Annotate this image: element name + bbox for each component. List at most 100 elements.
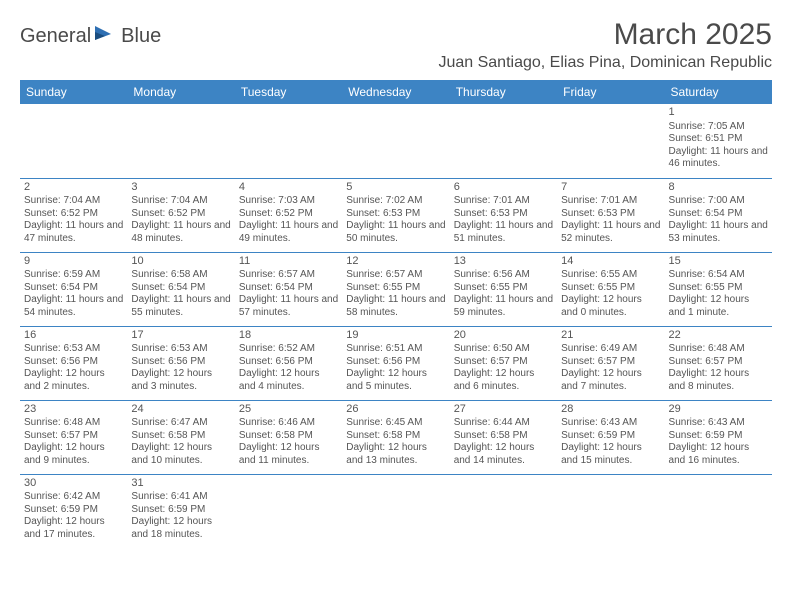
sunset-line: Sunset: 6:59 PM xyxy=(669,430,768,443)
calendar-day: 24Sunrise: 6:47 AMSunset: 6:58 PMDayligh… xyxy=(127,400,234,474)
header: General Blue March 2025 Juan Santiago, E… xyxy=(20,18,772,72)
daylight-line: Daylight: 11 hours and 50 minutes. xyxy=(346,220,445,245)
daylight-line: Daylight: 11 hours and 57 minutes. xyxy=(239,294,338,319)
sunset-line: Sunset: 6:53 PM xyxy=(346,208,445,221)
month-title: March 2025 xyxy=(438,18,772,52)
day-number: 21 xyxy=(561,329,660,343)
logo: General Blue xyxy=(20,24,161,49)
day-number: 17 xyxy=(131,329,230,343)
calendar-week: 9Sunrise: 6:59 AMSunset: 6:54 PMDaylight… xyxy=(20,252,772,326)
calendar-day: 26Sunrise: 6:45 AMSunset: 6:58 PMDayligh… xyxy=(342,400,449,474)
daylight-line: Daylight: 11 hours and 55 minutes. xyxy=(131,294,230,319)
sunset-line: Sunset: 6:53 PM xyxy=(561,208,660,221)
sunset-line: Sunset: 6:55 PM xyxy=(454,282,553,295)
calendar-day: 31Sunrise: 6:41 AMSunset: 6:59 PMDayligh… xyxy=(127,474,234,548)
day-number: 25 xyxy=(239,403,338,417)
sunset-line: Sunset: 6:59 PM xyxy=(24,504,123,517)
day-number: 2 xyxy=(24,181,123,195)
calendar-week: 16Sunrise: 6:53 AMSunset: 6:56 PMDayligh… xyxy=(20,326,772,400)
daylight-line: Daylight: 11 hours and 48 minutes. xyxy=(131,220,230,245)
sunset-line: Sunset: 6:51 PM xyxy=(669,133,768,146)
day-number: 26 xyxy=(346,403,445,417)
sunrise-line: Sunrise: 6:57 AM xyxy=(346,269,445,282)
day-number: 6 xyxy=(454,181,553,195)
dayhead-fri: Friday xyxy=(557,80,664,104)
sunset-line: Sunset: 6:52 PM xyxy=(24,208,123,221)
calendar-day: 5Sunrise: 7:02 AMSunset: 6:53 PMDaylight… xyxy=(342,178,449,252)
sunrise-line: Sunrise: 6:44 AM xyxy=(454,417,553,430)
daylight-line: Daylight: 12 hours and 4 minutes. xyxy=(239,368,338,393)
calendar-day: 22Sunrise: 6:48 AMSunset: 6:57 PMDayligh… xyxy=(665,326,772,400)
day-number: 12 xyxy=(346,255,445,269)
daylight-line: Daylight: 12 hours and 6 minutes. xyxy=(454,368,553,393)
sunrise-line: Sunrise: 6:52 AM xyxy=(239,343,338,356)
day-number: 5 xyxy=(346,181,445,195)
daylight-line: Daylight: 11 hours and 51 minutes. xyxy=(454,220,553,245)
day-number: 23 xyxy=(24,403,123,417)
calendar-week: 2Sunrise: 7:04 AMSunset: 6:52 PMDaylight… xyxy=(20,178,772,252)
sunset-line: Sunset: 6:57 PM xyxy=(24,430,123,443)
calendar-empty xyxy=(665,474,772,548)
location: Juan Santiago, Elias Pina, Dominican Rep… xyxy=(438,54,772,72)
calendar-day: 17Sunrise: 6:53 AMSunset: 6:56 PMDayligh… xyxy=(127,326,234,400)
sunrise-line: Sunrise: 6:41 AM xyxy=(131,491,230,504)
sunset-line: Sunset: 6:54 PM xyxy=(239,282,338,295)
flag-icon xyxy=(93,24,119,49)
daylight-line: Daylight: 11 hours and 59 minutes. xyxy=(454,294,553,319)
sunrise-line: Sunrise: 6:49 AM xyxy=(561,343,660,356)
daylight-line: Daylight: 12 hours and 16 minutes. xyxy=(669,442,768,467)
dayhead-wed: Wednesday xyxy=(342,80,449,104)
sunrise-line: Sunrise: 7:03 AM xyxy=(239,195,338,208)
day-number: 1 xyxy=(669,106,768,120)
daylight-line: Daylight: 12 hours and 2 minutes. xyxy=(24,368,123,393)
calendar-day: 30Sunrise: 6:42 AMSunset: 6:59 PMDayligh… xyxy=(20,474,127,548)
daylight-line: Daylight: 11 hours and 54 minutes. xyxy=(24,294,123,319)
sunset-line: Sunset: 6:59 PM xyxy=(131,504,230,517)
daylight-line: Daylight: 12 hours and 7 minutes. xyxy=(561,368,660,393)
day-header-row: Sunday Monday Tuesday Wednesday Thursday… xyxy=(20,80,772,104)
day-number: 15 xyxy=(669,255,768,269)
calendar-day: 1Sunrise: 7:05 AMSunset: 6:51 PMDaylight… xyxy=(665,104,772,178)
sunrise-line: Sunrise: 7:01 AM xyxy=(454,195,553,208)
sunrise-line: Sunrise: 6:51 AM xyxy=(346,343,445,356)
calendar-week: 30Sunrise: 6:42 AMSunset: 6:59 PMDayligh… xyxy=(20,474,772,548)
calendar-day: 16Sunrise: 6:53 AMSunset: 6:56 PMDayligh… xyxy=(20,326,127,400)
daylight-line: Daylight: 12 hours and 15 minutes. xyxy=(561,442,660,467)
day-number: 30 xyxy=(24,477,123,491)
sunset-line: Sunset: 6:55 PM xyxy=(561,282,660,295)
daylight-line: Daylight: 12 hours and 3 minutes. xyxy=(131,368,230,393)
day-number: 3 xyxy=(131,181,230,195)
calendar-day: 23Sunrise: 6:48 AMSunset: 6:57 PMDayligh… xyxy=(20,400,127,474)
calendar-body: 1Sunrise: 7:05 AMSunset: 6:51 PM Daylight… xyxy=(20,104,772,548)
sunrise-line: Sunrise: 7:02 AM xyxy=(346,195,445,208)
sunset-line: Sunset: 6:58 PM xyxy=(346,430,445,443)
calendar-empty xyxy=(235,474,342,548)
day-number: 10 xyxy=(131,255,230,269)
sunrise-line: Sunrise: 6:42 AM xyxy=(24,491,123,504)
calendar-empty xyxy=(20,104,127,178)
sunrise-line: Sunrise: 7:05 AM xyxy=(669,121,768,134)
day-number: 8 xyxy=(669,181,768,195)
daylight-line: Daylight: 12 hours and 11 minutes. xyxy=(239,442,338,467)
calendar-day: 27Sunrise: 6:44 AMSunset: 6:58 PMDayligh… xyxy=(450,400,557,474)
daylight-line: Daylight: 12 hours and 8 minutes. xyxy=(669,368,768,393)
sunrise-line: Sunrise: 6:57 AM xyxy=(239,269,338,282)
calendar-day: 18Sunrise: 6:52 AMSunset: 6:56 PMDayligh… xyxy=(235,326,342,400)
day-number: 19 xyxy=(346,329,445,343)
daylight-line: Daylight: 12 hours and 10 minutes. xyxy=(131,442,230,467)
sunset-line: Sunset: 6:57 PM xyxy=(454,356,553,369)
sunrise-line: Sunrise: 6:43 AM xyxy=(561,417,660,430)
daylight-line: Daylight: 11 hours and 47 minutes. xyxy=(24,220,123,245)
calendar-day: 7Sunrise: 7:01 AMSunset: 6:53 PMDaylight… xyxy=(557,178,664,252)
sunset-line: Sunset: 6:58 PM xyxy=(239,430,338,443)
sunset-line: Sunset: 6:55 PM xyxy=(346,282,445,295)
sunrise-line: Sunrise: 6:47 AM xyxy=(131,417,230,430)
daylight-line: Daylight: 12 hours and 5 minutes. xyxy=(346,368,445,393)
dayhead-tue: Tuesday xyxy=(235,80,342,104)
sunrise-line: Sunrise: 6:53 AM xyxy=(24,343,123,356)
calendar-day: 2Sunrise: 7:04 AMSunset: 6:52 PMDaylight… xyxy=(20,178,127,252)
daylight-line: Daylight: 12 hours and 18 minutes. xyxy=(131,516,230,541)
calendar-empty xyxy=(127,104,234,178)
calendar-empty xyxy=(342,104,449,178)
sunrise-line: Sunrise: 6:50 AM xyxy=(454,343,553,356)
